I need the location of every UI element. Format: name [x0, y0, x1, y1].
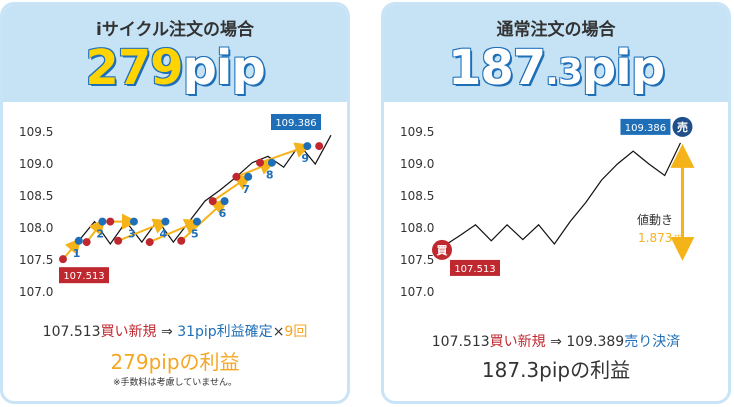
y-tick-label: 109.0: [19, 157, 53, 171]
trade-arrow: [117, 218, 170, 242]
y-tick-label: 107.5: [400, 253, 434, 267]
icycle-start-price: 107.513: [42, 324, 101, 340]
icycle-arrow: ⇒: [161, 324, 173, 340]
icycle-big-pips: 279pip: [3, 39, 347, 97]
trade-arrow: [236, 159, 276, 178]
sell-point: [161, 217, 170, 226]
end-label: 109.386: [625, 123, 666, 134]
y-tick-label: 107.0: [19, 285, 53, 299]
start-label-box: [450, 259, 500, 276]
buy-point: [114, 236, 123, 245]
icycle-times: 9回: [284, 324, 308, 340]
normal-big-pips: 187.3pip: [384, 39, 728, 102]
icycle-buy-text: 買い新規: [100, 324, 157, 340]
icycle-times-sign: ×: [272, 324, 285, 340]
y-tick-label: 108.0: [400, 221, 434, 235]
end-label-box: [620, 118, 671, 135]
icycle-panel: iサイクル注文の場合 279pip 107.0 107.5 108.0 108.5 10…: [0, 2, 350, 404]
buy-point: [232, 172, 241, 181]
start-label: 107.513: [63, 271, 104, 282]
icycle-title: iサイクル注文の場合: [96, 20, 254, 40]
end-label: 109.386: [275, 118, 316, 129]
icycle-header: iサイクル注文の場合 279pip: [3, 5, 347, 102]
trade-number-label: 7: [242, 183, 250, 196]
y-tick-label: 107.0: [400, 285, 434, 299]
trade-number-label: 4: [159, 228, 167, 241]
trade-number-label: 2: [96, 228, 104, 241]
buy-point: [106, 217, 115, 226]
price-line: [62, 134, 332, 260]
trade-number-label: 9: [301, 152, 309, 165]
sell-badge-label: 売: [677, 120, 688, 134]
sell-point: [267, 158, 276, 167]
normal-buy-text: 買い新規: [489, 334, 546, 350]
y-tick-label: 108.0: [19, 221, 53, 235]
normal-end-price: 109.389: [566, 334, 625, 350]
y-tick-label: 107.5: [19, 253, 53, 267]
sell-point: [129, 217, 138, 226]
move-unit: 円: [674, 234, 683, 245]
trade-number-label: 6: [219, 207, 227, 220]
buy-point: [315, 142, 324, 151]
sell-badge: [672, 116, 693, 137]
buy-badge: [432, 239, 452, 260]
buy-point: [177, 236, 186, 245]
normal-header: 通常注文の場合 187.3pip: [384, 5, 728, 102]
trade-arrow: [149, 219, 201, 243]
trade-arrow: [212, 174, 252, 202]
buy-point: [208, 197, 217, 206]
icycle-description: 107.513買い新規 ⇒ 31pip利益確定×9回: [3, 321, 347, 341]
normal-arrow: ⇒: [550, 334, 562, 350]
buy-badge-label: 買: [437, 244, 448, 257]
trade-arrow: [180, 198, 228, 242]
normal-big-dec: .3: [545, 52, 583, 93]
normal-profit: 187.3pipの利益: [481, 358, 631, 382]
buy-point: [82, 238, 91, 247]
icycle-big-unit: pip: [182, 40, 266, 96]
normal-description: 107.513買い新規 ⇒ 109.389売り決済: [384, 331, 728, 351]
trade-arrow: [62, 237, 82, 260]
sell-point: [74, 236, 83, 245]
trade-arrow: [85, 218, 105, 243]
start-label-box: [59, 267, 109, 284]
normal-chart: 107.0 107.5 108.0 108.5 109.0 109.5 値動き 1.873 円買…: [400, 116, 695, 299]
sell-point: [220, 197, 229, 206]
icycle-big-number: 279: [85, 40, 183, 96]
y-tick-label: 109.5: [19, 125, 53, 139]
normal-big-unit: pip: [581, 40, 665, 96]
trade-number-label: 8: [266, 169, 274, 182]
trade-number-label: 1: [73, 247, 81, 260]
trade-number-label: 5: [191, 228, 199, 241]
icycle-take-profit: 31pip利益確定: [177, 324, 273, 340]
normal-title: 通常注文の場合: [496, 20, 616, 40]
sell-point: [98, 217, 107, 226]
normal-big-int: 187: [447, 40, 546, 96]
move-value: 1.873: [638, 231, 672, 245]
y-tick-label: 109.0: [400, 157, 434, 171]
normal-sell-text: 売り決済: [624, 334, 681, 350]
buy-point: [256, 158, 265, 167]
buy-point: [145, 238, 154, 247]
move-label: 値動き: [637, 212, 673, 227]
sell-point: [244, 172, 253, 181]
trade-arrow: [259, 142, 312, 164]
icycle-profit: 279pipの利益: [110, 350, 240, 374]
sell-point: [303, 142, 312, 151]
start-label: 107.513: [454, 264, 495, 275]
icycle-note: ※手数料は考慮していません。: [112, 378, 237, 388]
end-label-box: [271, 114, 321, 130]
y-tick-label: 108.5: [19, 189, 53, 203]
y-tick-label: 108.5: [400, 189, 434, 203]
icycle-chart: 107.0 107.5 108.0 108.5 109.0 109.5 1 2 3 4 5 6 7 8 9 1…: [19, 114, 332, 299]
buy-point: [59, 255, 67, 264]
price-line: [443, 142, 682, 247]
normal-panel: 通常注文の場合 187.3pip 107.0 107.5 108.0 108.5 109…: [381, 2, 731, 404]
trade-number-label: 3: [128, 228, 136, 241]
normal-start-price: 107.513: [431, 334, 490, 350]
y-tick-label: 109.5: [400, 125, 434, 139]
sell-point: [193, 217, 201, 226]
